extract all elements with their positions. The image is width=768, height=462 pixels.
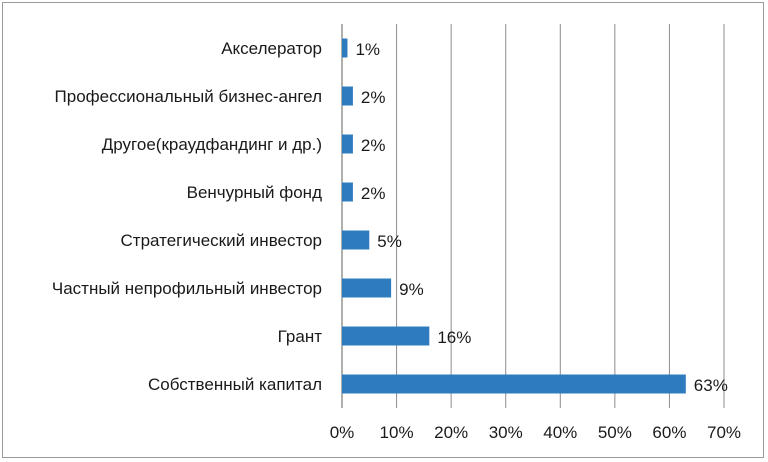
category-label: Частный непрофильный инвестор: [52, 279, 322, 298]
category-label: Стратегический инвестор: [121, 231, 323, 250]
bar: [342, 86, 353, 106]
data-label: 1%: [355, 40, 380, 59]
x-tick-label: 30%: [489, 423, 523, 442]
category-label: Профессиональный бизнес-ангел: [55, 87, 322, 106]
data-label: 9%: [399, 280, 424, 299]
x-tick-label: 70%: [707, 423, 741, 442]
bar: [342, 230, 370, 250]
data-label: 2%: [361, 88, 386, 107]
data-label: 5%: [377, 232, 402, 251]
data-label: 2%: [361, 184, 386, 203]
category-label: Другое(краудфандинг и др.): [102, 135, 322, 154]
x-tick-label: 40%: [543, 423, 577, 442]
x-tick-label: 0%: [330, 423, 355, 442]
bars: [342, 38, 686, 394]
data-label: 63%: [694, 376, 728, 395]
bar: [342, 134, 353, 154]
category-label: Собственный капитал: [148, 375, 322, 394]
category-label: Акселератор: [221, 39, 322, 58]
category-label: Венчурный фонд: [187, 183, 322, 202]
x-tick-label: 20%: [434, 423, 468, 442]
grid-lines: [341, 24, 725, 408]
category-labels: Акселератор Профессиональный бизнес-ангел…: [52, 39, 322, 394]
data-labels: 1% 2% 2% 2% 5% 9% 16% 63%: [355, 40, 727, 395]
data-label: 16%: [437, 328, 471, 347]
category-label: Грант: [278, 327, 323, 346]
x-axis-tick-labels: 0% 10% 20% 30% 40% 50% 60% 70%: [330, 423, 741, 442]
bar: [342, 182, 353, 202]
x-tick-label: 10%: [380, 423, 414, 442]
bar: [342, 326, 430, 346]
bar: [342, 38, 348, 58]
x-tick-label: 60%: [652, 423, 686, 442]
x-tick-label: 50%: [598, 423, 632, 442]
data-label: 2%: [361, 136, 386, 155]
bar: [342, 278, 392, 298]
bar: [342, 374, 686, 394]
